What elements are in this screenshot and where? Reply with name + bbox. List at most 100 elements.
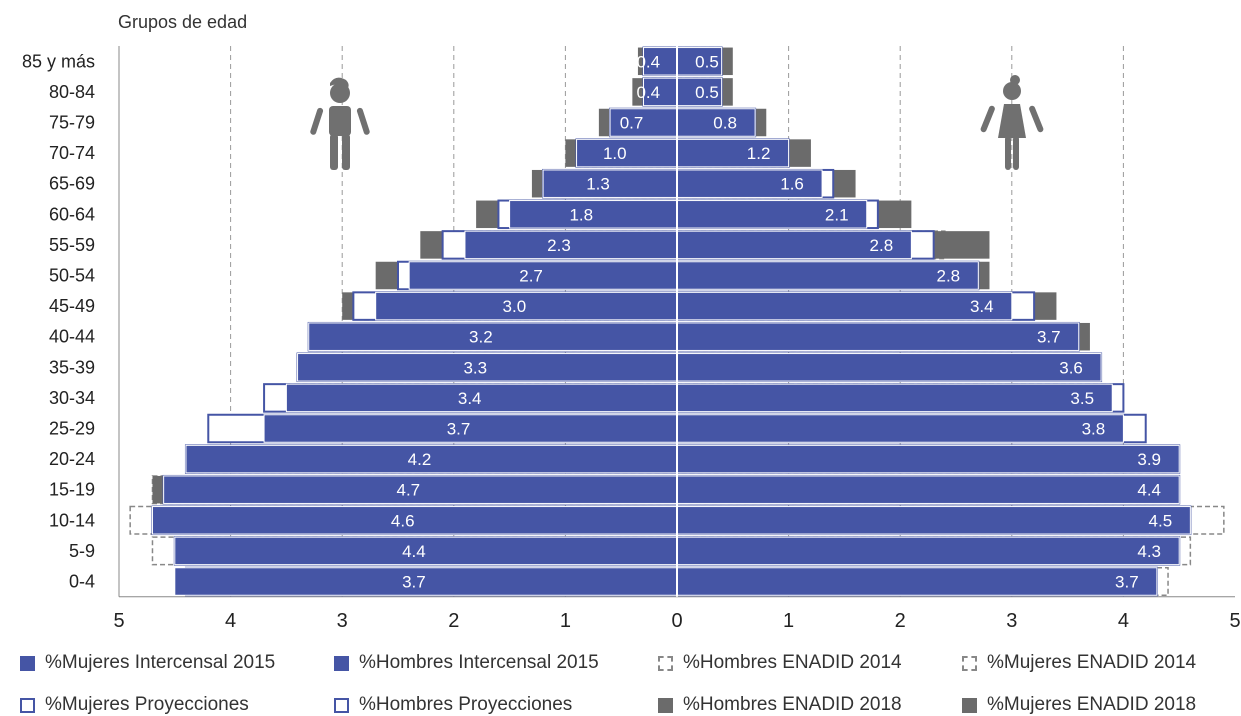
bar--mujeres-intercensal-2015: [375, 291, 678, 321]
category-label: 85 y más: [22, 51, 95, 71]
legend-item-hombres-enadid-2014: %Hombres ENADID 2014: [658, 652, 902, 674]
legend-label: %Mujeres ENADID 2014: [987, 652, 1197, 673]
category-label: 25-29: [49, 419, 95, 439]
data-label-left: 0.7: [620, 114, 644, 133]
legend-label: %Mujeres Intercensal 2015: [45, 652, 276, 673]
legend-item-hombres-enadid-2018: %Hombres ENADID 2018: [658, 694, 902, 716]
legend-swatch: [334, 655, 349, 671]
bar--hombres-intercensal-2015: [676, 108, 756, 137]
category-label: 35-39: [49, 357, 95, 377]
bar--hombres-intercensal-2015: [676, 353, 1102, 382]
bar--hombres-intercensal-2015: [676, 506, 1191, 535]
bar--mujeres-intercensal-2015: [308, 322, 678, 351]
category-label: 75-79: [49, 113, 95, 133]
data-label-left: 0.4: [636, 52, 660, 71]
legend-item-hombres-intercensal-2015: %Hombres Intercensal 2015: [334, 652, 599, 674]
legend: %Mujeres Intercensal 2015 %Hombres Inter…: [0, 640, 1241, 715]
x-tick-label: 5: [113, 610, 124, 632]
bar--hombres-intercensal-2015: [676, 230, 912, 260]
bar--mujeres-intercensal-2015: [643, 77, 678, 107]
data-label-right: 2.8: [870, 236, 894, 255]
bar--mujeres-intercensal-2015: [163, 475, 678, 504]
data-label-left: 4.6: [391, 511, 415, 530]
legend-swatch: [962, 655, 977, 671]
category-labels: 85 y más 80-84 75-79 70-74 65-69 60-64 55-59 50…: [22, 51, 95, 591]
legend-item-mujeres-enadid-2018: %Mujeres ENADID 2018: [962, 694, 1196, 716]
bar--hombres-intercensal-2015: [676, 47, 723, 76]
data-label-right: 2.8: [936, 267, 960, 286]
x-tick-label: 2: [448, 610, 459, 632]
data-label-right: 0.5: [695, 52, 719, 71]
data-label-right: 3.7: [1037, 328, 1061, 347]
bar--hombres-intercensal-2015: [676, 291, 1013, 321]
bar--mujeres-intercensal-2015: [263, 414, 678, 443]
x-tick-label: 3: [1006, 610, 1017, 632]
female-figure-icon: [980, 75, 1044, 170]
category-label: 5-9: [69, 541, 95, 561]
bar--hombres-intercensal-2015: [676, 383, 1113, 413]
legend-item-mujeres-intercensal-2015: %Mujeres Intercensal 2015: [20, 652, 275, 674]
legend-label: %Hombres Intercensal 2015: [359, 652, 599, 673]
data-label-right: 3.9: [1137, 450, 1161, 469]
bar--hombres-intercensal-2015: [676, 261, 979, 290]
data-label-left: 4.2: [408, 450, 432, 469]
male-figure-icon: [310, 77, 370, 170]
category-label: 30-34: [49, 388, 95, 408]
category-label: 15-19: [49, 480, 95, 500]
bar--mujeres-intercensal-2015: [576, 138, 678, 168]
y-axis-title: Grupos de edad: [118, 12, 247, 32]
x-tick-label: 3: [337, 610, 348, 632]
data-label-right: 1.6: [780, 175, 804, 194]
bar--hombres-intercensal-2015: [676, 444, 1180, 474]
legend-item-mujeres-enadid-2014: %Mujeres ENADID 2014: [962, 652, 1196, 674]
data-label-right: 3.4: [970, 297, 994, 316]
data-label-left: 3.2: [469, 328, 493, 347]
category-label: 45-49: [49, 296, 95, 316]
data-label-right: 1.2: [747, 144, 771, 163]
legend-item-mujeres-proyecciones: %Mujeres Proyecciones: [20, 694, 249, 716]
x-tick-label: 1: [783, 610, 794, 632]
category-label: 0-4: [69, 572, 95, 592]
legend-label: %Hombres Proyecciones: [359, 694, 573, 715]
data-label-right: 4.4: [1137, 481, 1161, 500]
bar--hombres-intercensal-2015: [676, 138, 790, 168]
data-label-left: 1.8: [569, 205, 593, 224]
x-tick-label: 2: [895, 610, 906, 632]
category-label: 60-64: [49, 204, 95, 224]
data-label-right: 3.6: [1059, 358, 1083, 377]
category-label: 65-69: [49, 174, 95, 194]
data-label-left: 3.4: [458, 389, 482, 408]
category-label: 20-24: [49, 449, 95, 469]
bar--mujeres-intercensal-2015: [297, 353, 678, 382]
bar--mujeres-intercensal-2015: [408, 261, 678, 290]
legend-swatch: [658, 655, 673, 671]
data-label-left: 3.3: [463, 358, 487, 377]
bar--mujeres-intercensal-2015: [509, 200, 678, 229]
legend-swatch: [658, 697, 673, 713]
x-tick-label: 5: [1229, 610, 1240, 632]
x-tick-labels: 5 4 3 2 1 0 1 2 3 4 5: [113, 610, 1240, 632]
population-pyramid-chart: Grupos de edad 0.4 0.4 0.7 1.0 1.3 1.8 2.32.7 3…: [22, 12, 1241, 632]
data-label-left: 3.7: [402, 573, 426, 592]
data-label-right: 3.7: [1115, 573, 1139, 592]
category-label: 80-84: [49, 82, 95, 102]
bar--hombres-intercensal-2015: [676, 536, 1180, 566]
data-label-right: 0.8: [713, 114, 737, 133]
bar--mujeres-intercensal-2015: [542, 169, 678, 198]
category-label: 55-59: [49, 235, 95, 255]
data-label-left: 0.4: [636, 83, 660, 102]
category-label: 50-54: [49, 266, 95, 286]
data-labels: 0.4 0.4 0.7 1.0 1.3 1.8 2.32.7 3.0 3.2 3.3 3.4 3.7 4…: [391, 52, 1172, 591]
data-label-left: 4.4: [402, 542, 426, 561]
category-label: 70-74: [49, 143, 95, 163]
bar--hombres-intercensal-2015: [676, 322, 1080, 351]
bar--mujeres-intercensal-2015: [151, 506, 678, 535]
legend-swatch: [962, 697, 977, 713]
legend-item-hombres-proyecciones: %Hombres Proyecciones: [334, 694, 572, 716]
category-label: 40-44: [49, 327, 95, 347]
legend-label: %Mujeres ENADID 2018: [987, 694, 1197, 715]
data-label-left: 2.7: [519, 267, 543, 286]
x-tick-label: 1: [560, 610, 571, 632]
bar--hombres-intercensal-2015: [676, 475, 1180, 504]
series-intercensal-2015: [151, 47, 1191, 596]
